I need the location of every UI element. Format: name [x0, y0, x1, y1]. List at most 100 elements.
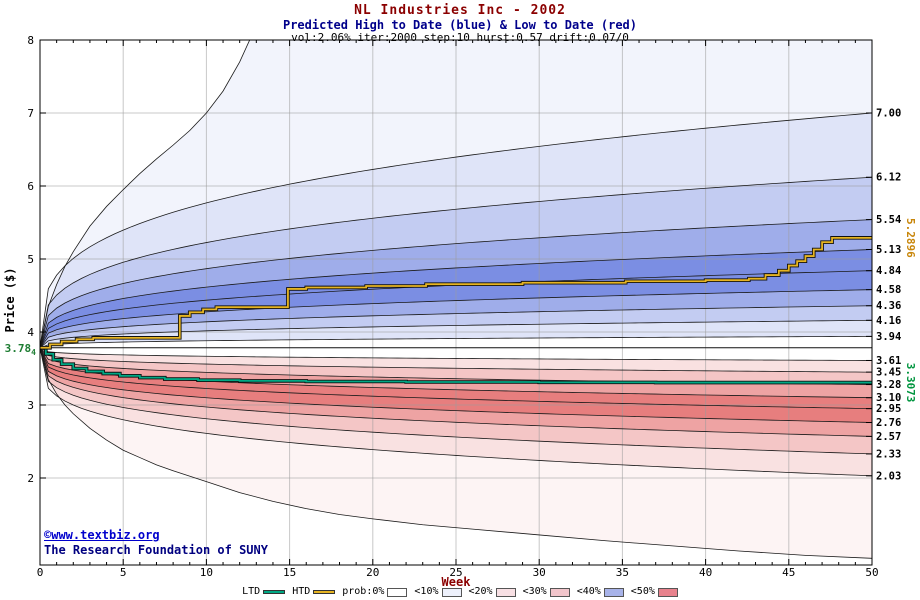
ticks [39, 39, 873, 565]
footer: ©www.textbiz.org The Research Foundation… [44, 528, 268, 558]
boundary-line [40, 347, 872, 373]
boundary-line [40, 112, 872, 348]
boundary-line [40, 249, 872, 348]
y-tick-label: 3 [27, 399, 34, 412]
high-band-5 [40, 219, 872, 348]
y-tick-label: 4 [27, 326, 34, 339]
right-value-label: 2.03 [876, 470, 901, 482]
legend-item-10: <10% [414, 586, 462, 597]
x-tick-label: 20 [366, 566, 379, 579]
x-tick-label: 0 [37, 566, 44, 579]
high-band-2 [40, 289, 872, 348]
legend-label: <20% [468, 586, 493, 597]
right-value-label: 4.36 [876, 300, 901, 312]
legend-label: <10% [414, 586, 439, 597]
legend-swatch [549, 587, 570, 597]
boundary-line [40, 347, 872, 455]
y-tick-label: 8 [27, 34, 34, 47]
y-tick-label: 7 [27, 107, 34, 120]
high-band-8 [40, 40, 872, 348]
low-band-1 [40, 347, 872, 385]
right-value-label: 3.28 [876, 379, 901, 391]
right-value-label: 4.16 [876, 315, 901, 327]
ltd-end-label: 3.3073 [904, 363, 917, 403]
org-label: The Research Foundation of SUNY [44, 543, 268, 557]
site-link[interactable]: ©www.textbiz.org [44, 528, 160, 542]
legend-label: <30% [522, 586, 547, 597]
legend-swatch [313, 590, 336, 594]
legend: LTD HTD prob:0% <10% <20% <30% <40% <50% [0, 587, 920, 597]
legend-swatch [387, 587, 408, 597]
high-band-6 [40, 177, 872, 348]
high-band-3 [40, 270, 872, 348]
right-value-label: 6.12 [876, 172, 901, 184]
low-band-2 [40, 347, 872, 398]
y-tick-label: 5 [27, 253, 34, 266]
right-value-label: 2.76 [876, 417, 901, 429]
x-tick-label: 15 [283, 566, 296, 579]
legend-item-htd: HTD [292, 586, 336, 597]
right-value-label: 2.57 [876, 431, 901, 443]
right-value-label: 3.10 [876, 392, 901, 404]
legend-swatch [441, 587, 462, 597]
boundary-line [40, 347, 872, 477]
boundary-line [40, 347, 872, 559]
legend-swatch [603, 587, 624, 597]
x-tick-label: 40 [699, 566, 712, 579]
legend-swatch [657, 587, 678, 597]
high-band-4 [40, 249, 872, 348]
y-tick-labels: 2 3 4 5 6 7 8 [27, 34, 34, 485]
right-value-label: 2.33 [876, 448, 901, 460]
boundary-line [40, 347, 872, 423]
right-value-label: 3.45 [876, 367, 901, 379]
legend-item-50: <50% [631, 587, 678, 597]
right-value-label: 4.58 [876, 284, 901, 296]
legend-item-prob0: prob:0% [342, 586, 408, 597]
boundary-line [40, 347, 872, 437]
legend-label: prob:0% [342, 586, 385, 597]
right-value-labels: 7.00 6.12 5.54 5.13 4.84 4.58 4.36 4.16 3.94 3.61… [876, 108, 901, 483]
y-tick-label: 6 [27, 180, 34, 193]
right-value-label: 4.84 [876, 265, 901, 277]
x-tick-label: 30 [533, 566, 546, 579]
right-value-label: 7.00 [876, 108, 901, 120]
legend-swatch [263, 590, 286, 594]
legend-item-ltd: LTD [242, 586, 286, 597]
legend-label: <40% [576, 586, 601, 597]
x-axis-title: Week [442, 575, 472, 589]
htd-end-label: 5.2896 [904, 218, 917, 258]
legend-label: <50% [630, 586, 655, 597]
high-band-7 [40, 113, 872, 348]
x-tick-label: 35 [616, 566, 629, 579]
legend-label: LTD [242, 586, 261, 597]
right-value-label: 3.94 [876, 331, 901, 343]
right-value-label: 3.61 [876, 355, 901, 367]
legend-item-40: <40% [577, 587, 624, 597]
legend-item-20: <20% [469, 587, 516, 597]
high-band-1 [40, 305, 872, 348]
htd-line [40, 236, 872, 349]
x-tick-label: 45 [782, 566, 795, 579]
boundary-line [40, 219, 872, 348]
right-value-label: 5.13 [876, 244, 901, 256]
legend-swatch [495, 587, 516, 597]
legend-label: HTD [292, 586, 311, 597]
x-tick-labels: 0 5 10 15 20 25 30 35 40 45 50 [37, 566, 879, 579]
series [40, 236, 872, 385]
x-tick-label: 5 [120, 566, 127, 579]
boundary-line [40, 347, 872, 410]
boundary-line [40, 335, 872, 349]
right-value-label: 5.54 [876, 214, 901, 226]
y-tick-label: 2 [27, 472, 34, 485]
x-tick-label: 10 [200, 566, 213, 579]
legend-item-30: <30% [523, 587, 570, 597]
low-band-8 [40, 347, 872, 559]
boundary-line [40, 289, 872, 348]
y-axis-title: Price ($) [3, 267, 17, 332]
x-tick-label: 50 [865, 566, 878, 579]
ltd-line [40, 346, 872, 384]
boundary-line [40, 40, 251, 348]
x-tick-label: 25 [449, 566, 462, 579]
